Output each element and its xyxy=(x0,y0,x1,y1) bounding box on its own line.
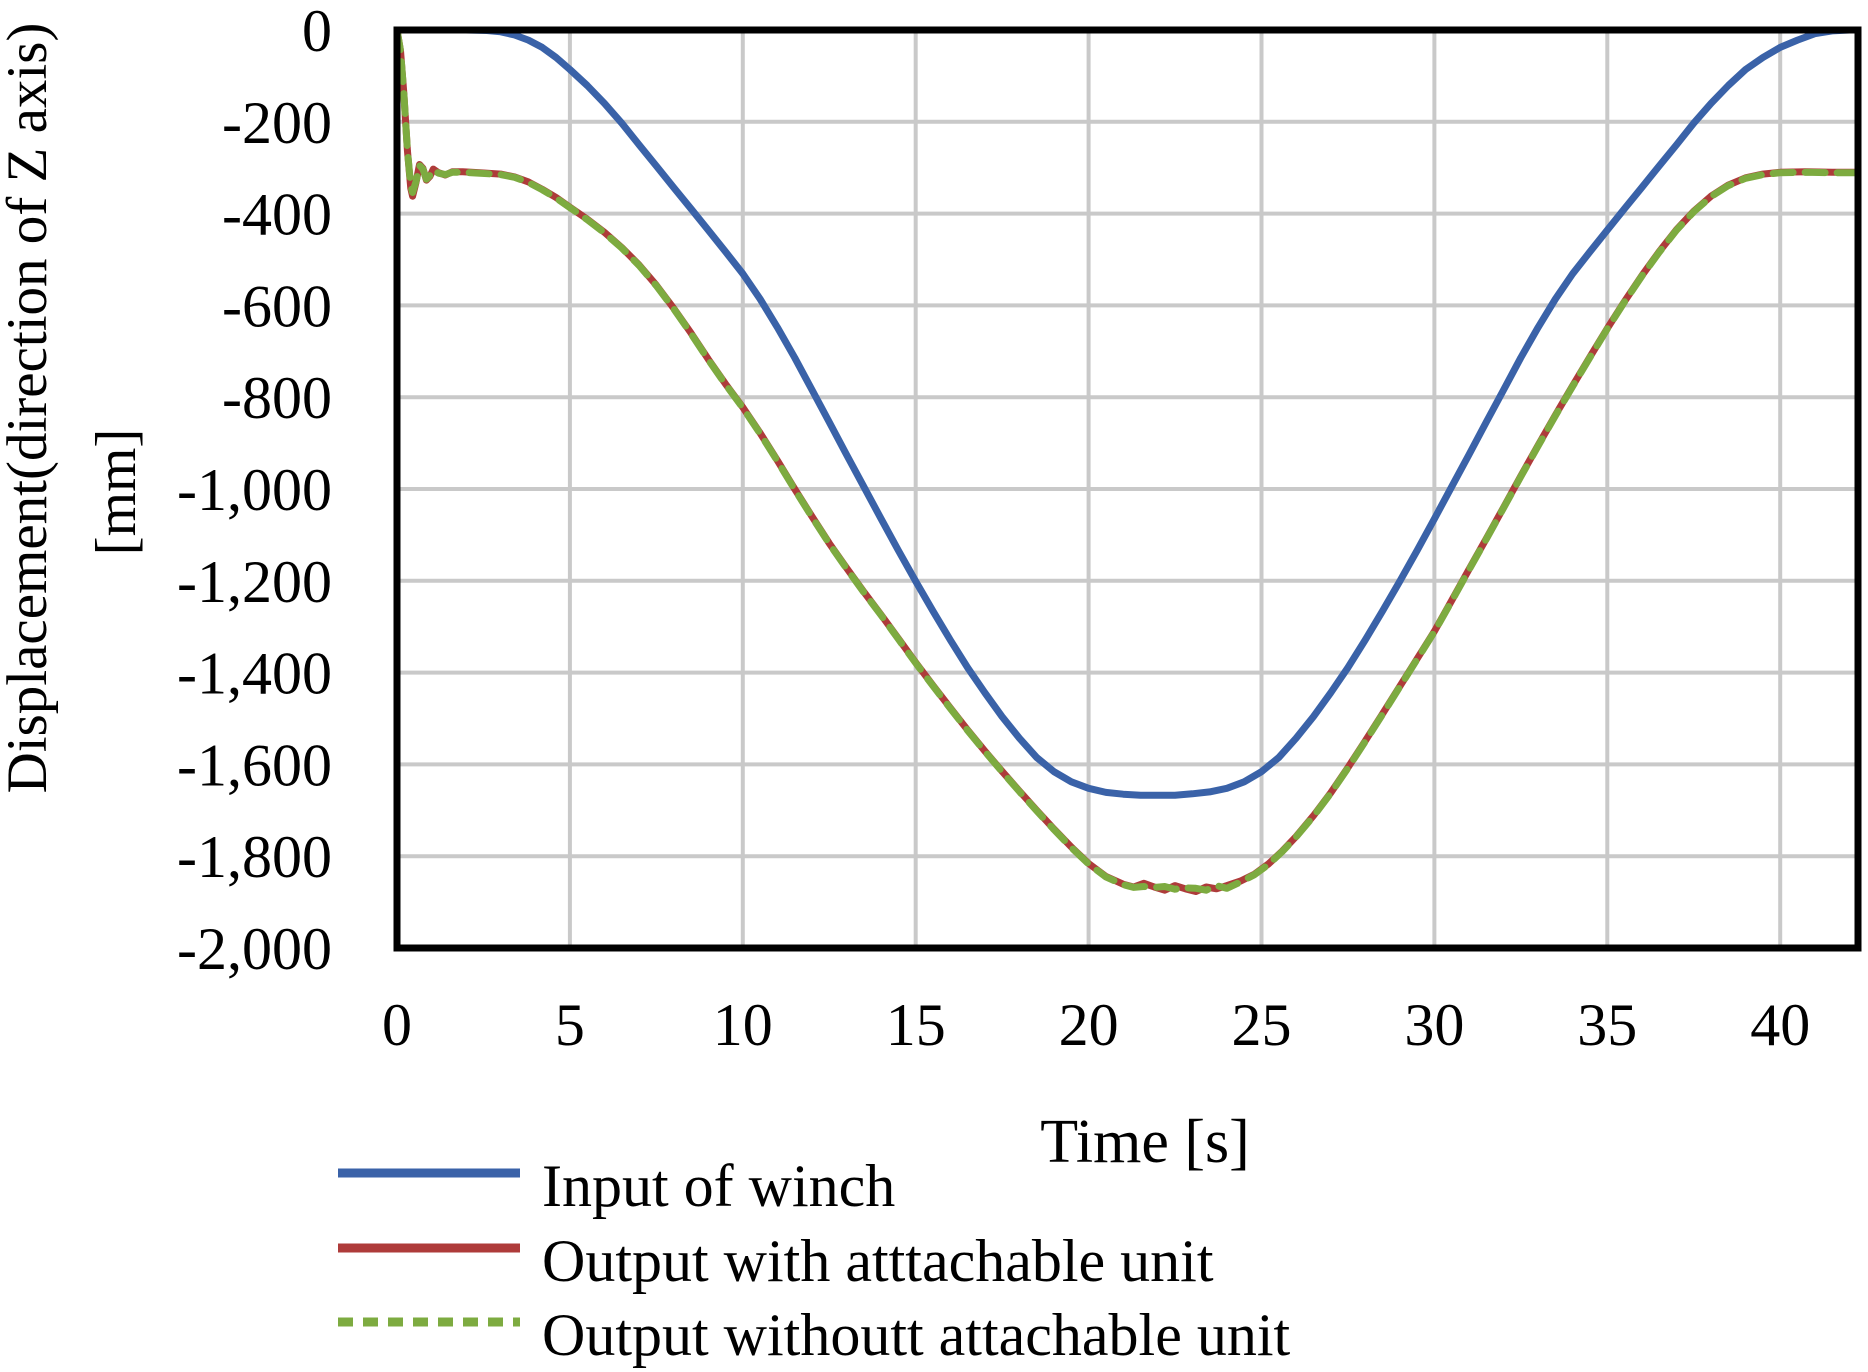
series-path-0 xyxy=(393,26,1862,799)
x-tick-label-5: 5 xyxy=(555,992,585,1058)
x-axis-title: Time [s] xyxy=(1040,1108,1250,1176)
legend-label-0: Input of winch xyxy=(542,1153,895,1219)
y-tick-label--2,000: -2,000 xyxy=(177,916,332,982)
y-tick-label--1,000: -1,000 xyxy=(177,457,332,523)
x-tick-label-20: 20 xyxy=(1059,992,1119,1058)
y-tick-label--600: -600 xyxy=(222,273,332,339)
x-tick-label-30: 30 xyxy=(1404,992,1464,1058)
y-tick-label--1,800: -1,800 xyxy=(177,824,332,890)
x-tick-label-25: 25 xyxy=(1231,992,1291,1058)
x-tick-label-0: 0 xyxy=(382,992,412,1058)
gridlines xyxy=(397,30,1858,948)
legend-item-2: Output withoutt attachable unit xyxy=(338,1302,1291,1368)
y-tick-label--1,400: -1,400 xyxy=(177,641,332,707)
x-tick-labels: 0 5 10 15 20 25 30 35 40 xyxy=(382,992,1810,1058)
y-tick-label--800: -800 xyxy=(222,365,332,431)
series-path-2 xyxy=(393,26,1862,894)
series-path-1 xyxy=(393,26,1862,895)
legend-item-1: Output with atttachable unit xyxy=(338,1228,1214,1294)
x-tick-label-15: 15 xyxy=(886,992,946,1058)
y-tick-label--1,200: -1,200 xyxy=(177,549,332,615)
x-tick-label-35: 35 xyxy=(1577,992,1637,1058)
plot-border xyxy=(393,26,1862,952)
legend-label-1: Output with atttachable unit xyxy=(542,1228,1214,1294)
series-group xyxy=(393,26,1862,895)
legend-label-2: Output withoutt attachable unit xyxy=(542,1302,1291,1368)
y-tick-label--1,600: -1,600 xyxy=(177,732,332,798)
y-tick-labels: 0 -200 -400 -600 -800 -1,000 -1,200 -1,400 -1,60… xyxy=(177,0,332,982)
x-tick-label-10: 10 xyxy=(713,992,773,1058)
legend-item-0: Input of winch xyxy=(338,1153,895,1219)
y-tick-label-0: 0 xyxy=(302,0,332,64)
y-tick-label--200: -200 xyxy=(222,90,332,156)
y-axis-title: Displacement(direction of Z axis) xyxy=(0,23,59,794)
y-axis-unit: [mm] xyxy=(85,429,148,556)
y-tick-label--400: -400 xyxy=(222,182,332,248)
x-tick-label-40: 40 xyxy=(1750,992,1810,1058)
legend: Input of winch Output with atttachable un… xyxy=(338,1153,1291,1368)
